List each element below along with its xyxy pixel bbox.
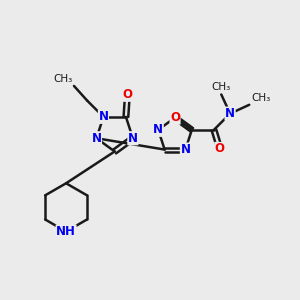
Text: N: N — [153, 123, 163, 136]
Text: NH: NH — [56, 225, 76, 238]
Text: N: N — [180, 143, 190, 156]
Text: CH₃: CH₃ — [53, 74, 73, 84]
Text: N: N — [128, 132, 138, 145]
Text: N: N — [225, 107, 235, 120]
Text: CH₃: CH₃ — [212, 82, 231, 92]
Text: O: O — [215, 142, 225, 155]
Text: O: O — [122, 88, 132, 101]
Text: N: N — [98, 110, 108, 123]
Text: N: N — [92, 132, 101, 145]
Text: CH₃: CH₃ — [251, 93, 271, 103]
Text: O: O — [170, 111, 180, 124]
